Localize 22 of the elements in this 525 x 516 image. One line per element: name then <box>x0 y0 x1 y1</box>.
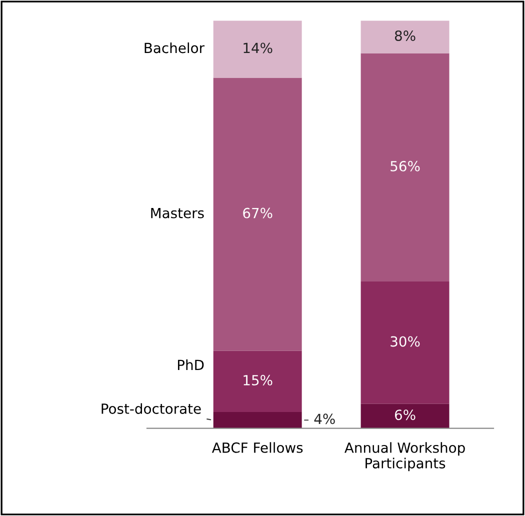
x-tick-label: Annual Workshop Participants <box>344 442 465 472</box>
data-label: 56% <box>390 160 420 172</box>
series-label: Masters <box>151 208 204 218</box>
bar <box>360 404 450 428</box>
data-label: 15% <box>244 374 272 386</box>
series-label: PhD <box>178 359 204 370</box>
bar <box>360 53 450 282</box>
x-tick-label: ABCF Fellows <box>212 442 303 453</box>
data-label: 14% <box>244 42 272 54</box>
bar <box>360 20 450 54</box>
data-label: 4% <box>314 414 335 424</box>
data-label: 67% <box>243 208 272 218</box>
data-label: 30% <box>390 336 420 347</box>
series-label: Bachelor <box>144 42 204 54</box>
data-label: 6% <box>394 410 416 420</box>
bar <box>213 78 302 351</box>
bar <box>213 412 302 428</box>
series-label: Post-doctorate <box>102 403 201 414</box>
bar <box>213 350 302 412</box>
bar <box>360 282 450 404</box>
bar <box>213 20 302 78</box>
data-label: 8% <box>394 30 416 41</box>
